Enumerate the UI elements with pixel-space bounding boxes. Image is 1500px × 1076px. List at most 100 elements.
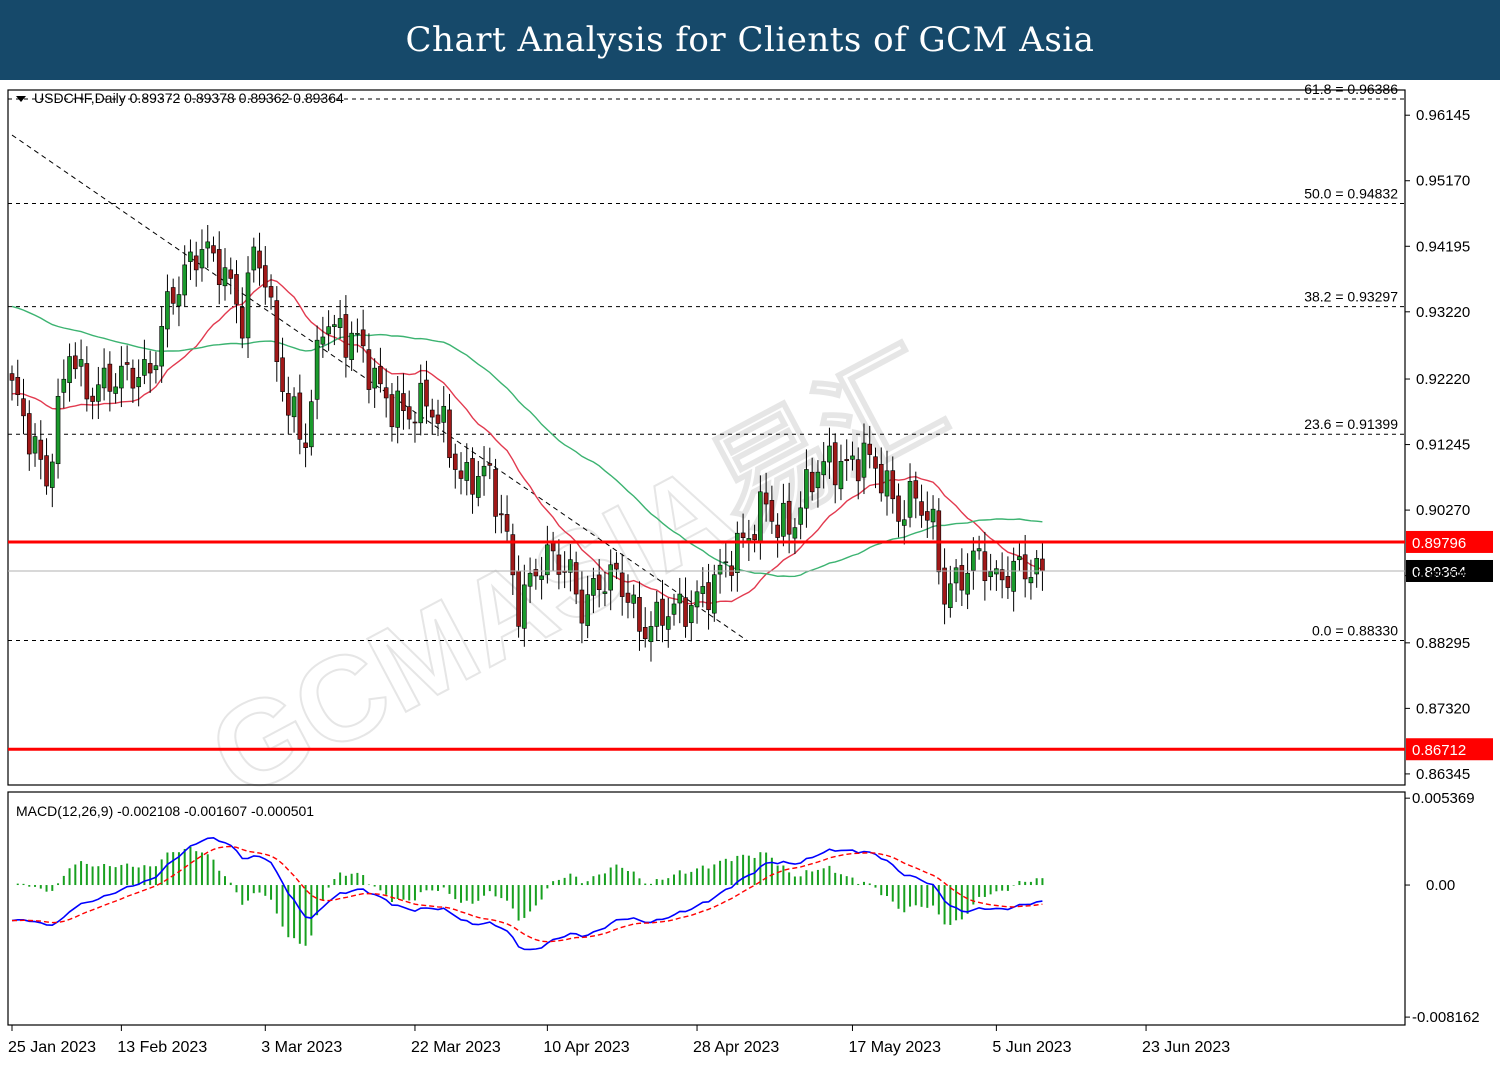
candle [504, 495, 510, 543]
candle [142, 339, 147, 385]
candle-body [470, 458, 475, 495]
candle-body [913, 480, 919, 499]
candle-body [925, 511, 930, 521]
candle-body [280, 357, 285, 392]
candle-body [890, 470, 896, 500]
candle [49, 453, 55, 508]
candle [838, 444, 844, 501]
candle [464, 443, 470, 496]
candle-body [907, 481, 913, 518]
candle-body [165, 291, 170, 330]
candle [153, 351, 159, 384]
candle [694, 580, 700, 624]
candle [976, 535, 982, 560]
price-tick-label: 0.86345 [1416, 766, 1470, 783]
candle [193, 241, 199, 287]
candle-body [366, 349, 372, 390]
candle-body [337, 318, 343, 328]
candle-body [815, 471, 821, 489]
candle-body [84, 363, 90, 400]
candle-body [873, 456, 878, 469]
candle-body [251, 246, 257, 271]
candle [827, 427, 832, 479]
candle [907, 463, 913, 528]
candle [608, 549, 613, 611]
current-price-label: 0.89364 [1412, 564, 1466, 581]
dropdown-triangle-icon [16, 96, 26, 102]
candle-body [130, 367, 136, 389]
candle [568, 544, 573, 592]
candle [867, 425, 873, 469]
candle-body [429, 409, 435, 418]
candle-body [291, 396, 297, 418]
candle-body [355, 333, 360, 335]
candle-body [844, 459, 850, 462]
candle-body [61, 378, 67, 393]
candle-body [735, 532, 740, 573]
fib-label: 50.0 = 0.94832 [1304, 185, 1398, 201]
level-tag-label: 0.89796 [1412, 535, 1466, 552]
candle [32, 423, 38, 467]
candle [73, 342, 78, 379]
candle [637, 581, 642, 651]
level-tag [1406, 738, 1493, 761]
candle [642, 607, 648, 648]
candle-body [107, 363, 113, 392]
candle-body [648, 626, 654, 643]
candle-body [119, 365, 124, 389]
price-tick-label: 0.95170 [1416, 173, 1470, 190]
candle-body [435, 414, 441, 424]
x-tick-label: 25 Jan 2023 [8, 1039, 96, 1056]
candle [406, 390, 412, 430]
candle [101, 348, 107, 401]
price-tick-label: 0.92220 [1416, 371, 1470, 388]
page-header: Chart Analysis for Clients of GCM Asia [0, 0, 1500, 80]
candle [170, 278, 176, 315]
symbol-info-text: USDCHF,Daily 0.89372 0.89378 0.89362 0.8… [34, 90, 344, 106]
candle [44, 438, 49, 495]
candle [395, 375, 400, 444]
candle [159, 306, 164, 383]
candle-body [222, 267, 228, 287]
candle [821, 442, 826, 489]
candle [654, 590, 660, 641]
candle [61, 359, 67, 409]
candle-body [562, 571, 567, 573]
candle-body [930, 508, 936, 523]
candle [360, 309, 366, 363]
candle-body [942, 567, 947, 605]
candle [107, 351, 113, 412]
candle-body [55, 395, 61, 465]
candle-body [383, 387, 389, 399]
candle-body [73, 355, 78, 370]
candle-body [637, 597, 642, 632]
candle-body [660, 598, 665, 626]
candle-body [332, 324, 337, 327]
candle [815, 460, 821, 508]
candle-body [441, 405, 447, 423]
candle [55, 378, 61, 479]
candle-body [999, 569, 1005, 581]
candle [222, 248, 228, 301]
candle-body [959, 565, 965, 591]
ma-line-50 [11, 305, 1043, 578]
macd-tick-label: 0.005369 [1412, 790, 1475, 807]
candle [452, 443, 458, 489]
candle [631, 584, 637, 619]
candle [988, 553, 993, 591]
candle [378, 347, 383, 393]
candle [735, 521, 740, 592]
candle-body [274, 300, 280, 362]
level-tag-label: 0.86712 [1412, 742, 1466, 759]
candle [579, 570, 585, 644]
candle-body [867, 443, 873, 455]
candle [262, 246, 268, 305]
candle-body [654, 601, 660, 627]
candle-body [401, 393, 406, 412]
candle-body [752, 534, 757, 541]
candle [873, 447, 878, 489]
candle-body [15, 376, 21, 396]
macd-panel-frame [7, 791, 1406, 1026]
candle-body [809, 471, 815, 493]
